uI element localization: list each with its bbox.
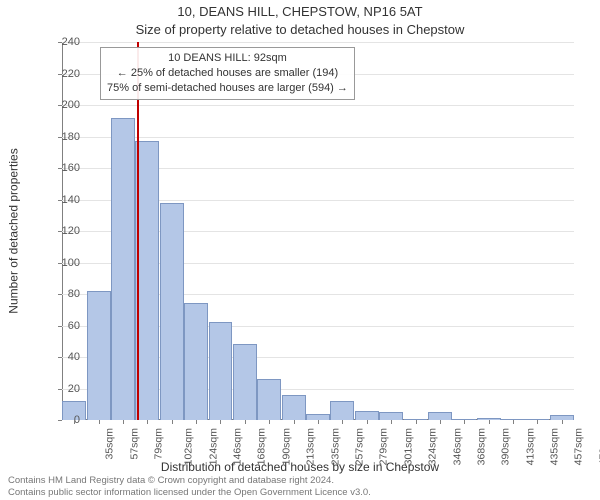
x-tick-label: 257sqm	[353, 428, 365, 465]
x-tick-mark	[489, 420, 490, 424]
x-tick-label: 102sqm	[183, 428, 195, 465]
histogram-bar	[355, 411, 379, 420]
x-tick-mark	[318, 420, 319, 424]
y-tick-label: 20	[40, 383, 80, 395]
x-tick-label: 368sqm	[475, 428, 487, 465]
histogram-bar	[184, 303, 208, 420]
x-tick-mark	[367, 420, 368, 424]
histogram-bar	[428, 412, 452, 420]
x-tick-mark	[245, 420, 246, 424]
annotation-line: 10 DEANS HILL: 92sqm	[107, 51, 348, 66]
x-tick-mark	[74, 420, 75, 424]
x-tick-mark	[416, 420, 417, 424]
x-tick-mark	[220, 420, 221, 424]
y-axis-label: Number of detached properties	[6, 42, 22, 420]
histogram-bar	[379, 412, 403, 420]
x-tick-mark	[123, 420, 124, 424]
y-tick-label: 140	[40, 194, 80, 206]
x-tick-label: 346sqm	[451, 428, 463, 465]
chart-container: 10, DEANS HILL, CHEPSTOW, NP16 5AT Size …	[0, 0, 600, 500]
x-tick-label: 324sqm	[427, 428, 439, 465]
x-tick-mark	[294, 420, 295, 424]
x-tick-mark	[440, 420, 441, 424]
histogram-bar	[233, 344, 257, 420]
chart-title-line1: 10, DEANS HILL, CHEPSTOW, NP16 5AT	[0, 4, 600, 19]
y-axis-label-text: Number of detached properties	[7, 148, 21, 313]
histogram-bar	[160, 203, 184, 420]
histogram-bar	[257, 379, 281, 420]
x-tick-mark	[537, 420, 538, 424]
x-tick-mark	[513, 420, 514, 424]
footer-attribution: Contains HM Land Registry data © Crown c…	[8, 475, 371, 498]
x-tick-mark	[99, 420, 100, 424]
x-tick-mark	[391, 420, 392, 424]
y-tick-label: 60	[40, 320, 80, 332]
histogram-bar	[209, 322, 233, 420]
x-tick-label: 235sqm	[329, 428, 341, 465]
footer-line2: Contains public sector information licen…	[8, 487, 371, 498]
histogram-bar	[282, 395, 306, 420]
y-tick-label: 200	[40, 99, 80, 111]
chart-title-line2: Size of property relative to detached ho…	[0, 22, 600, 37]
annotation-line: ← 25% of detached houses are smaller (19…	[107, 66, 348, 81]
x-tick-label: 390sqm	[500, 428, 512, 465]
x-tick-mark	[464, 420, 465, 424]
y-tick-label: 40	[40, 351, 80, 363]
x-tick-label: 124sqm	[207, 428, 219, 465]
x-tick-label: 35sqm	[104, 428, 116, 460]
x-tick-label: 57sqm	[128, 428, 140, 460]
x-tick-label: 146sqm	[231, 428, 243, 465]
y-tick-label: 220	[40, 68, 80, 80]
annotation-line: 75% of semi-detached houses are larger (…	[107, 81, 348, 96]
x-tick-mark	[147, 420, 148, 424]
x-tick-label: 413sqm	[524, 428, 536, 465]
y-tick-label: 240	[40, 36, 80, 48]
histogram-bar	[87, 291, 111, 420]
x-tick-label: 79sqm	[152, 428, 164, 460]
x-tick-label: 168sqm	[256, 428, 268, 465]
x-tick-mark	[269, 420, 270, 424]
x-tick-mark	[342, 420, 343, 424]
x-tick-mark	[562, 420, 563, 424]
x-tick-label: 279sqm	[378, 428, 390, 465]
y-tick-label: 180	[40, 131, 80, 143]
y-tick-label: 120	[40, 225, 80, 237]
x-tick-label: 301sqm	[402, 428, 414, 465]
annotation-box: 10 DEANS HILL: 92sqm← 25% of detached ho…	[100, 47, 355, 100]
x-tick-label: 435sqm	[548, 428, 560, 465]
x-tick-label: 190sqm	[280, 428, 292, 465]
x-tick-label: 457sqm	[573, 428, 585, 465]
footer-line1: Contains HM Land Registry data © Crown c…	[8, 475, 371, 486]
histogram-bar	[111, 118, 135, 420]
y-tick-label: 100	[40, 257, 80, 269]
y-tick-label: 160	[40, 162, 80, 174]
y-tick-label: 80	[40, 288, 80, 300]
x-tick-label: 213sqm	[305, 428, 317, 465]
x-tick-mark	[172, 420, 173, 424]
x-tick-mark	[196, 420, 197, 424]
histogram-bar	[330, 401, 354, 420]
